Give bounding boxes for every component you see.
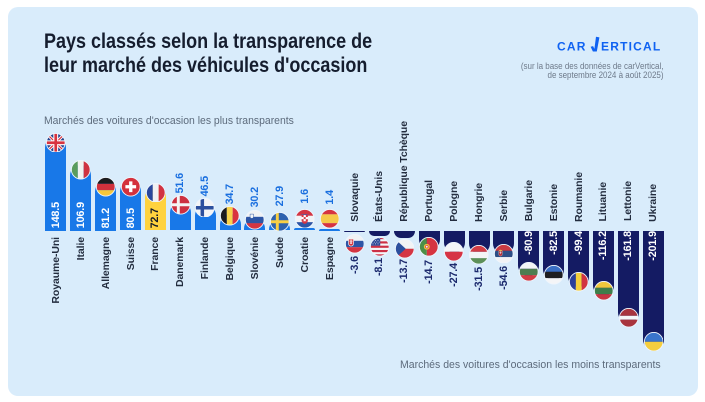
svg-text:CAR: CAR <box>557 39 587 53</box>
svg-text:ERTICAL: ERTICAL <box>601 39 661 53</box>
